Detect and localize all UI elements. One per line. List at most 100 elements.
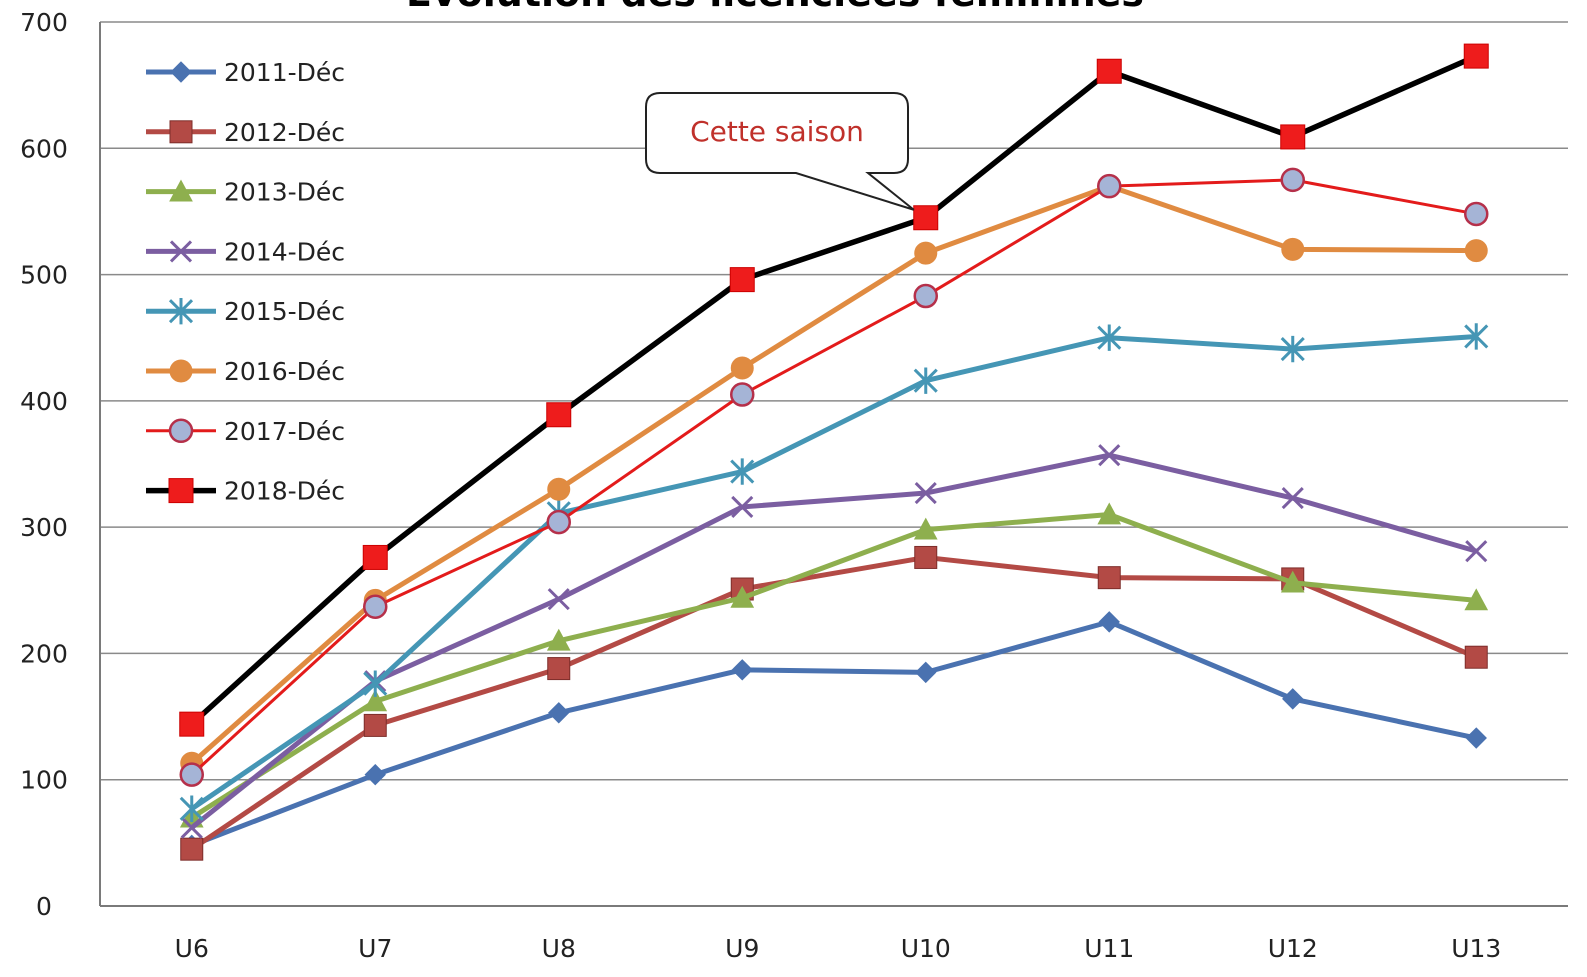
legend-label: 2017-Déc — [224, 417, 345, 446]
legend-item: 2016-Déc — [146, 357, 345, 386]
data-point-2012-d-c — [180, 837, 204, 861]
data-point-2012-d-c — [914, 545, 938, 569]
data-point-2015-d-c — [730, 458, 755, 485]
y-tick-label: 500 — [20, 261, 68, 290]
x-tick-label: U12 — [1268, 934, 1318, 963]
data-point-2013-d-c — [1097, 502, 1122, 525]
y-tick-label: 400 — [20, 387, 68, 416]
series-line-2017-d-c — [190, 178, 1477, 776]
legend-swatch-marker — [169, 240, 193, 263]
data-point-2017-d-c — [1280, 167, 1305, 193]
legend-label: 2015-Déc — [224, 297, 345, 326]
series-2018-d-c — [179, 43, 1489, 737]
x-tick-label: U9 — [725, 934, 759, 963]
legend-label: 2013-Déc — [224, 178, 345, 207]
y-tick-label: 200 — [20, 639, 68, 668]
legend-item: 2012-Déc — [146, 118, 345, 147]
data-point-2011-d-c — [915, 661, 937, 684]
data-point-2014-d-c — [731, 495, 754, 518]
legend-item: 2014-Déc — [146, 237, 345, 266]
data-point-2014-d-c — [1281, 487, 1304, 510]
data-point-2017-d-c — [363, 594, 388, 619]
x-tick-label: U6 — [175, 934, 209, 963]
data-point-2011-d-c — [1098, 611, 1120, 633]
series-line-2012-d-c — [190, 554, 1478, 852]
data-point-2017-d-c — [179, 762, 204, 787]
data-point-2013-d-c — [1464, 588, 1489, 611]
data-point-2011-d-c — [731, 659, 753, 681]
x-tick-label: U13 — [1451, 934, 1501, 963]
data-point-2013-d-c — [1280, 570, 1305, 593]
data-point-2018-d-c — [179, 711, 205, 737]
series-line-2014-d-c — [190, 452, 1477, 830]
callout-box — [645, 92, 915, 211]
x-tick-label: U11 — [1084, 934, 1134, 963]
series-line-2016-d-c — [190, 183, 1477, 766]
data-point-2017-d-c — [730, 382, 755, 407]
y-tick-label: 600 — [20, 134, 68, 163]
data-point-2016-d-c — [547, 477, 571, 501]
series-line-2015-d-c — [190, 333, 1477, 811]
y-tick-label: 100 — [20, 766, 68, 795]
data-point-2014-d-c — [547, 588, 570, 611]
series-line-2018-d-c — [189, 53, 1478, 727]
data-point-2017-d-c — [546, 509, 571, 535]
data-point-2012-d-c — [363, 713, 387, 737]
series-2017-d-c — [179, 167, 1489, 787]
legend-label: 2016-Déc — [224, 357, 345, 386]
legend-label: 2014-Déc — [224, 237, 345, 266]
x-tick-label: U10 — [901, 934, 951, 963]
data-point-2013-d-c — [363, 689, 388, 712]
data-point-2016-d-c — [730, 356, 754, 380]
legend-swatch-marker — [168, 298, 194, 325]
data-point-2018-d-c — [362, 544, 388, 570]
data-point-2018-d-c — [1280, 124, 1306, 150]
data-point-2015-d-c — [1280, 335, 1305, 363]
annotation-callout: Cette saison — [645, 92, 915, 211]
legend: 2011-Déc 2012-Déc 2013-Déc 2014-Déc 2015-Déc… — [146, 58, 345, 506]
data-point-2011-d-c — [548, 702, 570, 724]
data-point-2018-d-c — [913, 205, 939, 231]
data-point-2012-d-c — [1464, 645, 1488, 669]
data-point-2014-d-c — [180, 816, 203, 839]
legend-label: 2018-Déc — [224, 477, 345, 506]
data-point-2015-d-c — [363, 670, 388, 697]
data-point-2014-d-c — [1098, 444, 1121, 467]
y-tick-label: 0 — [36, 892, 52, 921]
data-point-2016-d-c — [1464, 239, 1488, 263]
data-point-2016-d-c — [914, 241, 938, 265]
data-point-2018-d-c — [1463, 43, 1489, 69]
series-2015-d-c — [179, 323, 1489, 822]
data-point-2015-d-c — [1464, 323, 1489, 350]
data-point-2011-d-c — [364, 763, 386, 786]
legend-item: 2018-Déc — [146, 477, 345, 506]
data-point-2017-d-c — [1097, 173, 1122, 199]
data-point-2016-d-c — [1281, 237, 1305, 261]
legend-item: 2013-Déc — [146, 178, 345, 207]
legend-item: 2017-Déc — [146, 417, 345, 446]
y-tick-label: 700 — [20, 8, 68, 37]
data-point-2014-d-c — [914, 481, 937, 505]
legend-swatch-marker — [168, 478, 194, 504]
data-point-2013-d-c — [913, 517, 938, 540]
data-point-2018-d-c — [1096, 58, 1122, 84]
data-point-2011-d-c — [1282, 688, 1304, 710]
legend-swatch-marker — [168, 418, 194, 444]
legend-item: 2011-Déc — [146, 58, 345, 87]
data-point-2015-d-c — [179, 795, 204, 822]
legend-swatch-marker — [169, 120, 193, 144]
data-point-2015-d-c — [1097, 324, 1122, 351]
legend-swatch-marker — [169, 179, 193, 202]
y-tick-label: 300 — [20, 513, 68, 542]
legend-item: 2015-Déc — [146, 297, 345, 326]
legend-swatch-marker — [169, 359, 193, 383]
series-line-2013-d-c — [190, 512, 1477, 820]
data-point-2012-d-c — [1097, 566, 1121, 590]
data-point-2017-d-c — [913, 283, 938, 309]
annotation-label: Cette saison — [690, 115, 864, 148]
legend-swatch-marker — [170, 61, 192, 83]
series-2013-d-c — [179, 502, 1489, 828]
series-line-2011-d-c — [190, 619, 1477, 848]
